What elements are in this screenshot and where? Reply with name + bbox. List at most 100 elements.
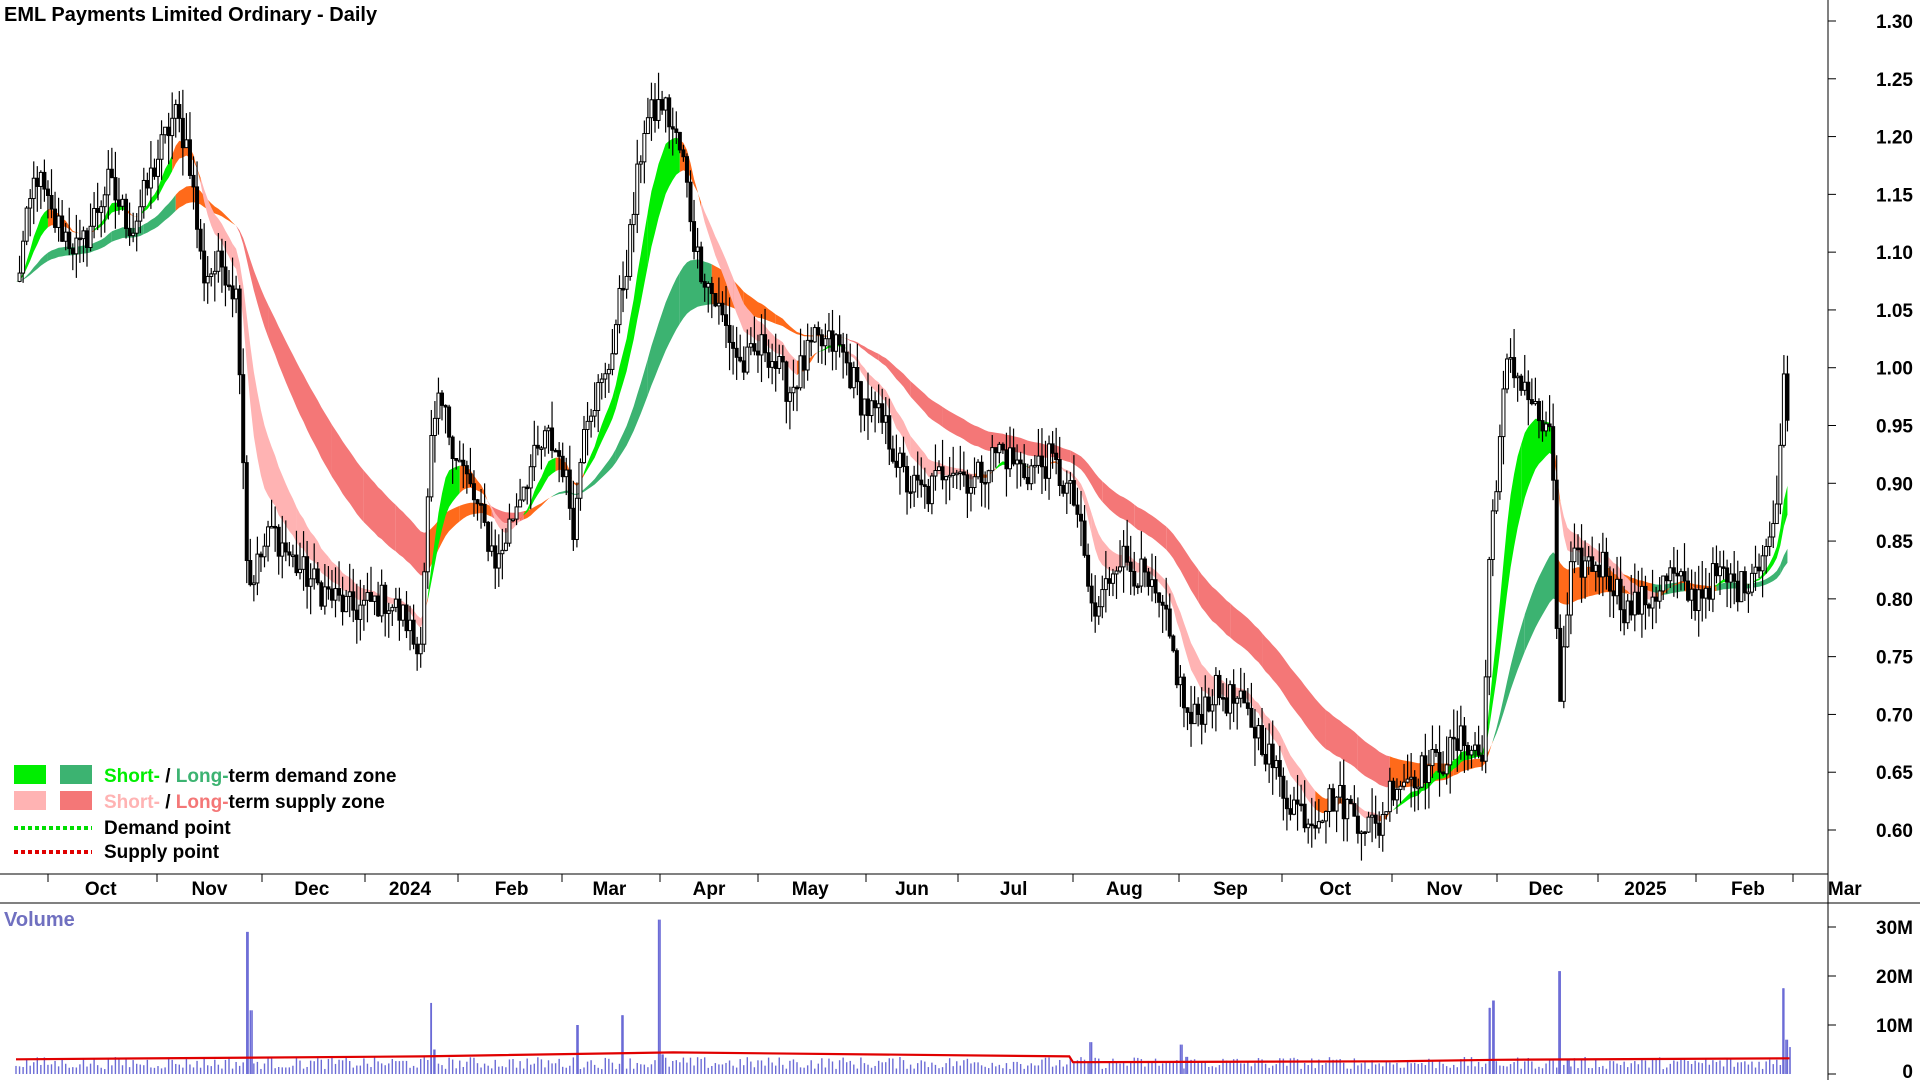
- candle-body: [45, 188, 50, 196]
- short-term-zone: [765, 325, 797, 376]
- long-term-zone: [1230, 603, 1263, 667]
- candle-body: [156, 158, 160, 177]
- x-tick-label: Aug: [1106, 879, 1143, 900]
- candle-body: [1544, 423, 1549, 432]
- volume-tick-label: 30M: [1876, 918, 1913, 939]
- candle-body: [1625, 600, 1630, 624]
- candle-body: [1611, 590, 1616, 597]
- legend-point-label: Demand point: [104, 818, 231, 839]
- zones-layer: [16, 137, 1788, 822]
- candle-body: [1402, 781, 1407, 787]
- candle-body: [1181, 676, 1186, 709]
- short-term-zone: [200, 177, 233, 265]
- candle-body: [1206, 696, 1211, 712]
- candle-body: [209, 273, 214, 277]
- candle-body: [1778, 444, 1783, 505]
- candle-body: [1558, 627, 1563, 702]
- candle-body: [191, 174, 196, 188]
- candle-body: [1164, 604, 1169, 610]
- candle-body: [1739, 571, 1744, 603]
- candle-body: [738, 356, 743, 362]
- candle-body: [1242, 690, 1247, 704]
- long-term-zone: [1748, 564, 1781, 589]
- long-term-zone: [331, 424, 364, 523]
- candle-body: [1441, 771, 1446, 775]
- candle-body: [1043, 466, 1048, 479]
- short-term-zone: [16, 209, 48, 282]
- candle-body: [60, 215, 65, 242]
- candle-body: [1494, 491, 1499, 512]
- long-term-zone: [775, 314, 808, 337]
- long-term-zone: [1102, 481, 1135, 527]
- volume-tick-label: 0: [1902, 1062, 1913, 1080]
- candle-body: [1749, 572, 1754, 593]
- candle-body: [195, 186, 200, 230]
- short-term-zone: [1393, 783, 1426, 811]
- legend-swatch-long: [60, 791, 92, 810]
- candle-body: [95, 207, 100, 213]
- candle-body: [287, 551, 292, 556]
- candle-body: [1689, 588, 1694, 601]
- candle-body: [585, 420, 590, 430]
- long-term-zone: [395, 505, 428, 576]
- candle-body: [837, 334, 842, 346]
- candle-body: [1746, 591, 1751, 595]
- candle-body: [716, 302, 721, 307]
- candle-body: [365, 592, 370, 601]
- candle-body: [947, 474, 952, 478]
- x-tick-label: Nov: [1427, 879, 1463, 900]
- candle-body: [1011, 447, 1016, 465]
- price-tick-label: 1.20: [1876, 128, 1913, 149]
- short-term-zone: [520, 514, 524, 521]
- candle-body: [656, 99, 661, 121]
- short-term-zone: [523, 457, 556, 516]
- candle-body: [333, 588, 338, 601]
- candle-body: [1082, 520, 1087, 556]
- candle-body: [1554, 479, 1559, 629]
- candle-body: [468, 473, 473, 485]
- candle-body: [109, 168, 114, 179]
- candle-body: [1160, 601, 1165, 606]
- x-tick-label: Feb: [495, 879, 529, 900]
- candle-body: [1274, 760, 1279, 769]
- candle-body: [986, 470, 991, 484]
- candle-body: [383, 584, 388, 614]
- candle-body: [901, 452, 906, 468]
- candle-body: [702, 281, 707, 288]
- candle-body: [1437, 751, 1442, 773]
- candle-body: [1306, 823, 1311, 829]
- candle-body: [1725, 567, 1730, 583]
- candle-body: [592, 410, 597, 417]
- candle-body: [681, 149, 686, 158]
- long-term-zone: [459, 502, 492, 522]
- candle-body: [819, 334, 824, 347]
- candle-body: [535, 444, 540, 449]
- candle-body: [163, 126, 168, 136]
- chart-title: EML Payments Limited Ordinary - Daily: [4, 4, 378, 26]
- candle-body: [521, 486, 526, 501]
- candle-body: [450, 436, 455, 460]
- legend-zone-label: Short- / Long-term supply zone: [104, 792, 385, 813]
- candle-body: [922, 484, 927, 487]
- long-term-zone: [878, 353, 911, 397]
- candle-body: [596, 382, 601, 412]
- candle-body: [425, 496, 430, 573]
- candle-body: [1721, 566, 1726, 569]
- candle-body: [1654, 596, 1659, 602]
- candle-body: [606, 368, 611, 375]
- long-term-zone: [1780, 548, 1788, 575]
- candle-body: [308, 578, 313, 587]
- candle-body: [436, 392, 441, 419]
- x-tick-label: Apr: [693, 879, 726, 900]
- price-tick-label: 1.10: [1876, 243, 1913, 264]
- candle-body: [454, 458, 459, 461]
- candle-body: [674, 128, 679, 133]
- price-tick-label: 1.30: [1876, 12, 1913, 33]
- candle-body: [244, 462, 249, 562]
- volume-average-line: [15, 1051, 1790, 1064]
- candle-body: [1742, 571, 1747, 594]
- candle-body: [1576, 547, 1580, 551]
- candle-body: [1568, 561, 1573, 616]
- candle-body: [897, 452, 902, 468]
- candle-body: [1412, 776, 1417, 789]
